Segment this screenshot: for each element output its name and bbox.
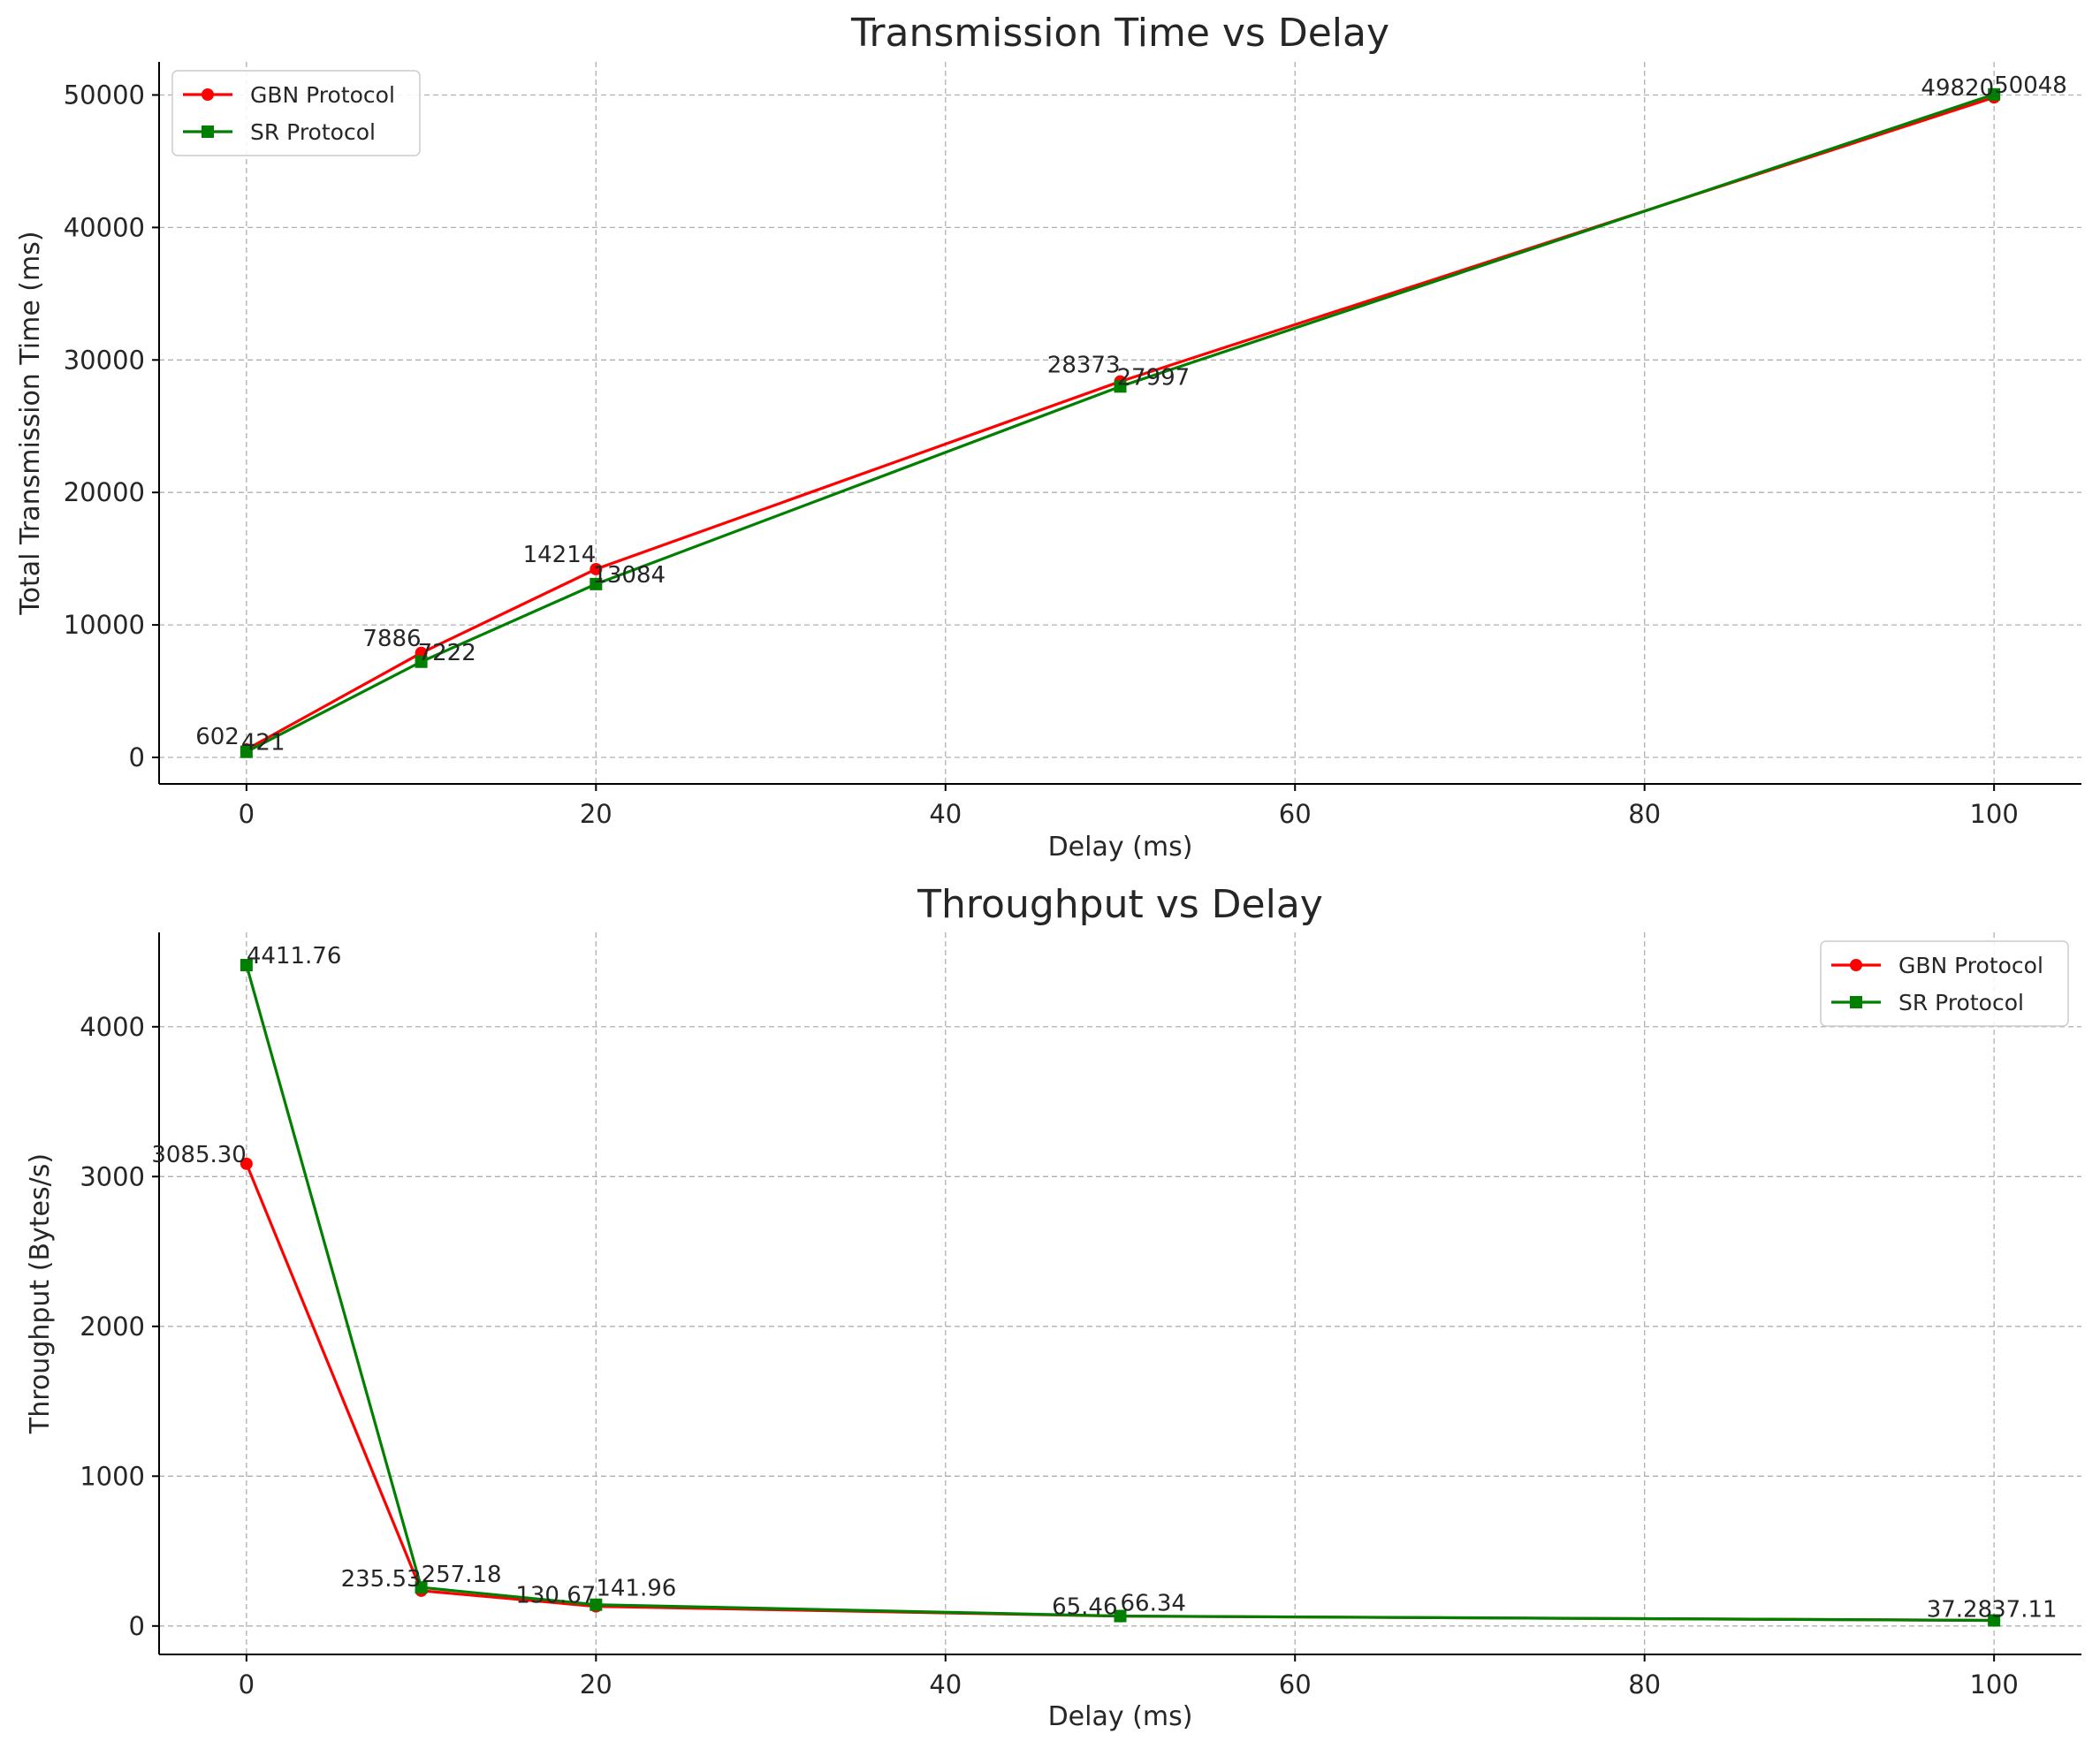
y-tick-label: 0	[129, 1611, 145, 1641]
x-tick-label: 0	[239, 799, 255, 829]
x-axis-label: Delay (ms)	[1048, 832, 1193, 863]
legend-label-sr: SR Protocol	[250, 119, 376, 145]
series-line-sr	[245, 964, 1995, 1623]
data-label-sr: 50048	[1994, 72, 2067, 99]
data-label-gbn: 37.28	[1927, 1596, 1992, 1623]
data-point-sr	[1988, 1614, 2001, 1627]
legend-marker-sr	[1850, 996, 1862, 1008]
data-label-sr: 66.34	[1121, 1591, 1186, 1617]
data-label-gbn: 602	[195, 724, 240, 750]
data-point-sr	[240, 958, 253, 971]
y-tick-label: 50000	[64, 80, 145, 110]
chart-title: Throughput vs Delay	[917, 882, 1323, 927]
y-tick-label: 2000	[80, 1312, 145, 1342]
data-point-sr	[1114, 1609, 1127, 1623]
data-point-sr	[240, 745, 253, 758]
y-tick-label: 3000	[80, 1161, 145, 1191]
y-tick-label: 20000	[64, 477, 145, 507]
series-line-gbn	[245, 1163, 1995, 1623]
series-line-gbn	[246, 95, 1995, 751]
data-label-gbn: 235.53	[341, 1566, 422, 1593]
x-tick-label: 20	[580, 799, 612, 829]
x-tick-label: 0	[239, 1669, 255, 1700]
data-label-sr: 257.18	[422, 1562, 502, 1588]
legend-marker-gbn	[202, 88, 214, 101]
data-label-gbn: 49820	[1921, 75, 1994, 102]
data-label-sr: 37.11	[1991, 1597, 2057, 1624]
data-point-gbn	[590, 562, 603, 575]
legend: GBN Protocol SR Protocol	[1820, 940, 2069, 1027]
data-label-gbn: 65.46	[1052, 1594, 1117, 1621]
x-tick-label: 100	[1969, 1669, 2018, 1700]
y-axis-label: Throughput (Bytes/s)	[25, 1153, 56, 1434]
chart-title: Transmission Time vs Delay	[850, 11, 1389, 56]
data-point-gbn	[240, 1157, 253, 1170]
legend-frame	[1820, 940, 2069, 1027]
legend-label-sr: SR Protocol	[1898, 990, 2024, 1015]
data-label-sr: 27997	[1117, 364, 1191, 391]
chart-panel-2: 0 20 40 60 80 10001000200030004000Throughput …	[25, 882, 2081, 1732]
data-label-sr: 13084	[592, 562, 666, 589]
data-label-sr: 141.96	[596, 1576, 676, 1602]
legend-label-gbn: GBN Protocol	[250, 82, 395, 108]
legend: GBN Protocol SR Protocol	[171, 70, 421, 156]
series-line-sr	[246, 93, 1995, 754]
y-tick-label: 30000	[64, 345, 145, 375]
legend-label-gbn: GBN Protocol	[1898, 953, 2043, 978]
y-tick-label: 4000	[80, 1012, 145, 1042]
x-tick-label: 20	[580, 1669, 612, 1700]
legend-frame	[171, 70, 421, 156]
data-point-sr	[590, 577, 603, 590]
x-tick-label: 80	[1628, 1669, 1661, 1700]
data-label-gbn: 7886	[362, 626, 421, 652]
data-label-sr: 421	[241, 730, 285, 757]
data-point-sr	[415, 655, 428, 668]
x-tick-label: 60	[1279, 1669, 1312, 1700]
legend-marker-gbn	[1850, 959, 1862, 971]
x-tick-label: 40	[929, 799, 962, 829]
data-point-sr	[415, 1581, 428, 1594]
chart-panel-1: 0 20 40 60 80 100 0 10000 20000 30000 40000 50000 Tr…	[15, 11, 2081, 863]
x-tick-label: 60	[1279, 799, 1312, 829]
data-point-sr	[1988, 87, 2001, 101]
data-label-gbn: 3085.30	[151, 1142, 247, 1168]
data-label-gbn: 130.67	[515, 1583, 596, 1609]
x-tick-label: 80	[1628, 799, 1661, 829]
y-tick-label: 10000	[64, 610, 145, 640]
data-label-sr: 4411.76	[247, 943, 342, 970]
legend-marker-sr	[202, 125, 214, 138]
y-tick-label: 40000	[64, 212, 145, 242]
data-point-sr	[1114, 380, 1127, 393]
x-axis-label: Delay (ms)	[1048, 1701, 1193, 1732]
data-label-gbn: 14214	[523, 542, 597, 568]
data-point-sr	[590, 1598, 603, 1611]
y-tick-label: 1000	[80, 1461, 145, 1491]
y-tick-label: 0	[129, 742, 145, 772]
x-tick-label: 40	[929, 1669, 962, 1700]
x-tick-label: 100	[1969, 799, 2018, 829]
data-label-gbn: 28373	[1047, 353, 1121, 379]
y-axis-label: Total Transmission Time (ms)	[15, 231, 46, 615]
data-label-sr: 7222	[418, 640, 476, 666]
